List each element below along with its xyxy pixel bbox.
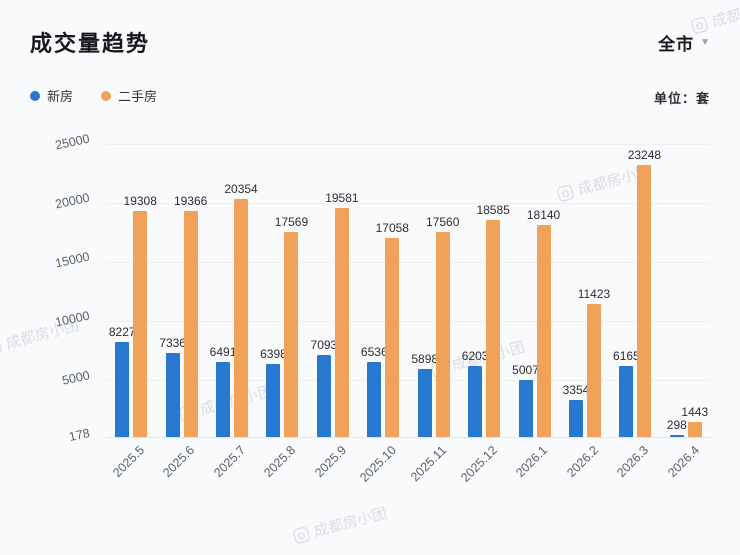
plot-area: 8227 19308 7336 19366 6491 20354 6398 17569 7093…: [106, 144, 711, 438]
bar-resale[interactable]: [637, 164, 652, 437]
x-axis: 2025.5 2025.6 2025.7 2025.8 2025.9 2025.10 202…: [106, 443, 711, 523]
bar-new-house[interactable]: [115, 342, 130, 437]
x-axis-tick-label: 2025.11: [408, 443, 450, 485]
y-axis-tick-label: 15000: [54, 249, 92, 271]
bar-new-house[interactable]: [417, 369, 432, 437]
bar-value-label: 19366: [173, 193, 208, 208]
bar-value-label: 19308: [123, 194, 157, 209]
x-axis-tick-label: 2026.1: [513, 443, 551, 480]
x-axis-tick-label: 2026.2: [563, 443, 601, 480]
bar-value-label: 6536: [360, 344, 388, 359]
bar-resale[interactable]: [284, 231, 299, 437]
bar-resale[interactable]: [183, 210, 198, 437]
unit-label: 单位：套: [653, 91, 710, 106]
gridline: [106, 437, 711, 438]
bar-resale[interactable]: [687, 422, 702, 437]
bar-value-label: 17560: [426, 214, 460, 229]
x-axis-tick-label: 2025.7: [211, 443, 248, 480]
bar-new-house[interactable]: [518, 380, 533, 437]
bar-resale[interactable]: [385, 237, 400, 437]
bar-value-label: 20354: [224, 181, 258, 196]
bar-resale[interactable]: [133, 211, 148, 437]
bar-new-house[interactable]: [216, 362, 231, 437]
bar-value-label: 18585: [476, 202, 510, 217]
bar-value-label: 6203: [461, 348, 489, 363]
x-axis-tick-label: 2025.5: [110, 443, 148, 480]
chart-legend: 新房 二手房: [30, 86, 157, 105]
bar-resale[interactable]: [586, 304, 601, 437]
bar-value-label: 5007: [512, 363, 539, 377]
bar-new-house[interactable]: [266, 363, 281, 437]
y-axis-tick-label: 178: [67, 425, 92, 445]
bar-value-label: 1443: [681, 405, 709, 420]
y-axis: 178 5000 10000 15000 20000 25000: [36, 132, 98, 444]
x-axis-tick-label: 2025.12: [458, 443, 501, 485]
bar-new-house[interactable]: [669, 435, 684, 437]
bar-value-label: 19581: [325, 190, 359, 205]
bar-resale[interactable]: [234, 198, 249, 437]
bar-value-label: 6398: [260, 346, 287, 361]
y-axis-tick-label: 5000: [61, 368, 92, 388]
x-axis-tick-label: 2025.8: [261, 443, 299, 480]
region-selector[interactable]: 全市 ▼: [658, 30, 710, 55]
bar-new-house[interactable]: [316, 355, 331, 437]
chart-title: 成交量趋势: [30, 31, 151, 56]
legend-label-new-house: 新房: [47, 89, 74, 104]
gridline: [106, 380, 711, 382]
legend-label-resale: 二手房: [118, 89, 158, 104]
x-axis-tick-label: 2025.10: [357, 443, 400, 485]
bar-new-house[interactable]: [367, 361, 382, 437]
x-axis-tick-label: 2025.9: [311, 443, 349, 480]
legend-dot-new-house: [30, 90, 40, 101]
x-axis-tick-label: 2026.4: [664, 443, 702, 480]
bar-resale[interactable]: [486, 219, 501, 437]
bar-new-house[interactable]: [568, 399, 583, 437]
bar-value-label: 17569: [274, 214, 309, 229]
chevron-down-icon: ▼: [700, 37, 710, 48]
bar-resale[interactable]: [536, 224, 551, 437]
gridline: [106, 144, 711, 145]
bar-value-label: 6165: [613, 349, 640, 364]
bar-value-label: 298: [666, 418, 687, 432]
region-selector-label: 全市: [658, 35, 695, 54]
legend-item-resale[interactable]: 二手房: [101, 86, 157, 105]
bar-value-label: 3354: [562, 382, 590, 397]
gridline: [106, 321, 711, 323]
bar-new-house[interactable]: [468, 365, 483, 437]
bar-value-label: 17058: [375, 220, 409, 235]
bar-value-label: 11423: [577, 287, 611, 302]
watermark-text: 成都房小团: [709, 0, 740, 31]
legend-dot-resale: [101, 90, 112, 101]
bar-value-label: 18140: [526, 207, 561, 222]
bar-value-label: 6491: [209, 345, 237, 360]
bar-resale[interactable]: [334, 207, 349, 437]
bar-new-house[interactable]: [165, 352, 180, 437]
bar-value-label: 7336: [159, 335, 186, 350]
y-axis-tick-label: 25000: [54, 131, 92, 153]
gridline: [106, 262, 711, 264]
x-axis-tick-label: 2025.6: [160, 443, 198, 480]
y-axis-tick-label: 10000: [54, 308, 92, 330]
bar-value-label: 23248: [627, 147, 662, 162]
bar-resale[interactable]: [435, 231, 450, 437]
bar-chart: 178 5000 10000 15000 20000 25000 8227 19308 733…: [36, 130, 728, 535]
bar-value-label: 8227: [108, 325, 136, 339]
gridline: [106, 203, 711, 205]
bar-new-house[interactable]: [619, 366, 634, 437]
bar-value-label: 5898: [411, 352, 439, 367]
y-axis-tick-label: 20000: [54, 190, 92, 212]
x-axis-tick-label: 2026.3: [614, 443, 652, 480]
legend-item-new-house[interactable]: 新房: [30, 86, 73, 105]
brand-logo-icon: [0, 338, 2, 356]
bar-value-label: 7093: [310, 338, 338, 353]
